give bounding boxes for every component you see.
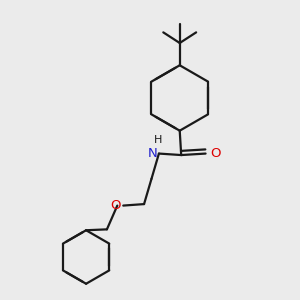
Text: O: O (210, 147, 221, 160)
Text: N: N (148, 147, 158, 160)
Text: O: O (110, 199, 120, 212)
Text: H: H (154, 135, 163, 145)
